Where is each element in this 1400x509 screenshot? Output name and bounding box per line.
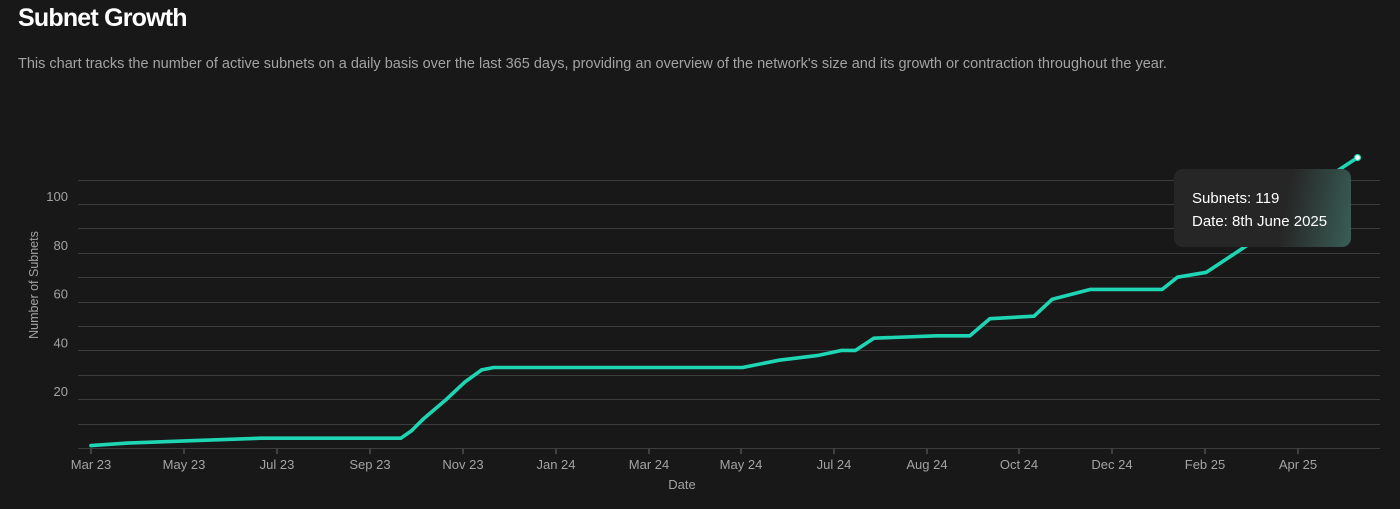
- data-point: [399, 436, 403, 440]
- y-tick-label: 80: [54, 238, 68, 253]
- x-tick-label: Dec 24: [1091, 457, 1132, 472]
- data-point: [126, 441, 130, 445]
- data-point: [480, 368, 484, 372]
- x-axis-label: Date: [668, 477, 695, 492]
- data-point: [1032, 314, 1036, 318]
- x-tick-label: Jul 23: [260, 457, 295, 472]
- data-point: [1204, 270, 1208, 274]
- x-tick-label: May 24: [720, 457, 763, 472]
- series-line-subnets: [89, 155, 1360, 448]
- data-point: [853, 348, 858, 352]
- y-axis-ticks: 20 40 60 80 100: [46, 189, 68, 399]
- chart-title: Subnet Growth: [18, 4, 188, 32]
- data-point: [492, 365, 496, 370]
- data-point: [444, 397, 449, 401]
- x-tick-label: Aug 24: [906, 457, 947, 472]
- hover-tooltip: Subnets: 119 Date: 8th June 2025: [1174, 169, 1351, 247]
- data-point: [422, 417, 426, 421]
- x-tick-label: Apr 25: [1279, 457, 1317, 472]
- data-point: [968, 334, 972, 338]
- y-tick-label: 20: [54, 384, 68, 399]
- x-tick-label: Feb 25: [1185, 457, 1225, 472]
- y-axis-label: Number of Subnets: [27, 231, 41, 339]
- x-tick-label: May 23: [163, 457, 206, 472]
- x-tick-label: Jan 24: [536, 457, 575, 472]
- data-point: [741, 365, 745, 370]
- data-point: [258, 436, 262, 440]
- data-point: [1175, 275, 1180, 279]
- data-point: [817, 353, 821, 357]
- x-tick-label: Sep 23: [349, 457, 390, 472]
- data-point: [934, 334, 939, 338]
- x-axis-ticks: Mar 23 May 23 Jul 23 Sep 23 Nov 23 Jan 24 Mar …: [71, 449, 1317, 472]
- data-point: [463, 380, 467, 384]
- x-tick-label: Jul 24: [817, 457, 852, 472]
- data-point: [1088, 287, 1093, 291]
- x-tick-label: Nov 23: [442, 457, 483, 472]
- data-point: [1160, 287, 1164, 291]
- y-tick-label: 100: [46, 189, 68, 204]
- data-point: [1050, 297, 1054, 301]
- y-tick-label: 40: [54, 335, 68, 350]
- chart-subtitle: This chart tracks the number of active s…: [18, 56, 1167, 72]
- data-point: [988, 317, 992, 321]
- x-tick-label: Mar 23: [71, 457, 111, 472]
- x-tick-label: Mar 24: [629, 457, 669, 472]
- series-layer: [89, 154, 1362, 448]
- data-point: [872, 336, 876, 340]
- hover-point[interactable]: [1353, 154, 1362, 162]
- data-point: [840, 348, 844, 352]
- x-tick-label: Oct 24: [1000, 457, 1038, 472]
- grid-lines: [78, 180, 1380, 449]
- tooltip-subnets: Subnets: 119: [1192, 190, 1280, 207]
- data-point: [89, 444, 93, 448]
- data-point: [190, 439, 194, 443]
- data-point: [777, 358, 781, 362]
- y-tick-label: 60: [54, 287, 68, 302]
- tooltip-date: Date: 8th June 2025: [1192, 213, 1328, 230]
- data-point: [409, 429, 413, 433]
